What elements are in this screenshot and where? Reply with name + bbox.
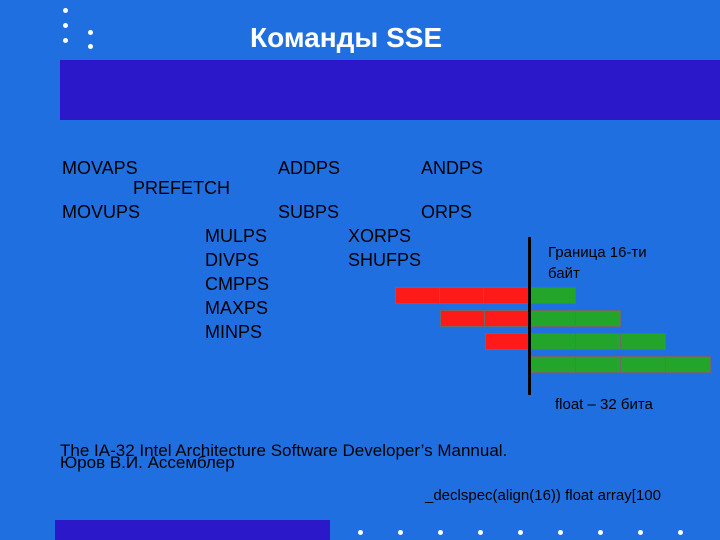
decor-dot xyxy=(63,23,68,28)
command-minps: MINPS xyxy=(205,322,263,342)
command-maxps: MAXPS xyxy=(205,298,269,318)
header-band xyxy=(60,60,720,120)
float-cell-red xyxy=(484,310,529,327)
float-cell-green xyxy=(665,356,711,373)
decor-dot xyxy=(478,530,483,535)
decor-dot xyxy=(598,530,603,535)
boundary-line xyxy=(528,237,531,395)
float-size-label: float – 32 бита xyxy=(555,396,653,413)
decor-dot xyxy=(358,530,363,535)
boundary-label: Граница 16-ти байт xyxy=(548,242,647,284)
float-cell-green xyxy=(530,356,576,373)
float-cell-green xyxy=(575,333,621,350)
command-divps: DIVPS xyxy=(205,250,260,270)
decor-dot xyxy=(678,530,683,535)
command-addps: ADDPS xyxy=(278,158,341,178)
float-cell-green xyxy=(530,287,576,304)
float-cell-green xyxy=(620,356,666,373)
slide-title: Команды SSE xyxy=(250,22,443,53)
reference-manual: The IA-32 Intel Architecture Software De… xyxy=(60,441,508,460)
decor-dot xyxy=(63,8,68,13)
float-cell-green xyxy=(620,333,666,350)
command-xorps: XORPS xyxy=(348,226,412,246)
declspec-code: _declspec(align(16)) float array[100 xyxy=(425,487,661,504)
float-cell-red xyxy=(440,310,485,327)
float-cell-green xyxy=(575,356,621,373)
decor-dot xyxy=(88,30,93,35)
decor-dot xyxy=(638,530,643,535)
decor-dot xyxy=(558,530,563,535)
float-cell-red xyxy=(439,287,484,304)
float-cell-red xyxy=(483,287,529,304)
command-orps: ORPS xyxy=(421,202,473,222)
boundary-label-line2: байт xyxy=(548,265,580,282)
command-shufps: SHUFPS xyxy=(348,250,422,270)
command-subps: SUBPS xyxy=(278,202,340,222)
decor-dot xyxy=(398,530,403,535)
decor-dot xyxy=(63,38,68,43)
float-cell-green xyxy=(530,310,576,327)
float-cell-green xyxy=(530,333,576,350)
command-movups: MOVUPS xyxy=(62,202,141,222)
command-cmpps: CMPPS xyxy=(205,274,270,294)
decor-dot xyxy=(438,530,443,535)
reference-author: Юров В.И. Ассемблер xyxy=(60,453,235,472)
command-andps: ANDPS xyxy=(421,158,484,178)
command-movaps: MOVAPS xyxy=(62,158,138,178)
footer-band xyxy=(55,520,330,540)
decor-dot xyxy=(88,44,93,49)
boundary-label-line1: Граница 16-ти xyxy=(548,244,647,261)
decor-dot xyxy=(518,530,523,535)
command-mulps: MULPS xyxy=(205,226,268,246)
float-cell-red xyxy=(485,333,529,350)
command-prefetch: PREFETCH xyxy=(133,178,231,198)
float-cell-green xyxy=(575,310,621,327)
float-cell-red xyxy=(395,287,440,304)
